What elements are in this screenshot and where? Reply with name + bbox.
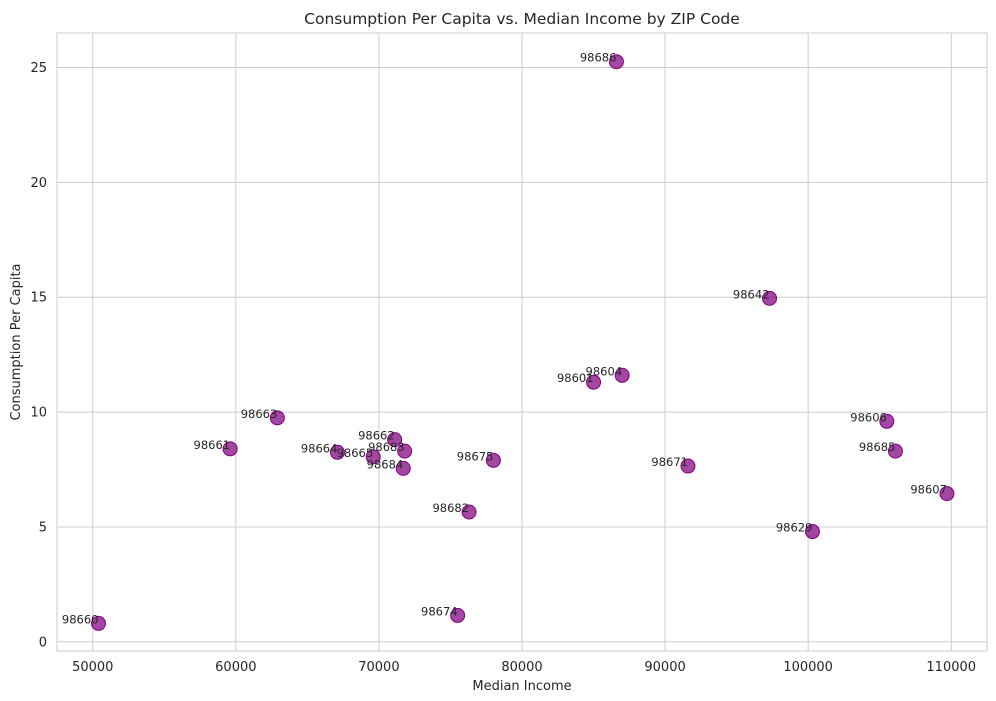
point-label: 98604 [586, 364, 623, 378]
point-label: 98662 [358, 429, 395, 443]
point-label: 98665 [337, 446, 374, 460]
point-label: 98674 [421, 604, 458, 618]
data-point [222, 441, 238, 457]
point-label: 98607 [910, 483, 947, 497]
data-point [762, 290, 778, 306]
point-label: 98686 [580, 51, 617, 65]
data-points [90, 54, 955, 631]
point-label: 98671 [651, 455, 688, 469]
data-point [485, 452, 501, 468]
data-point [395, 460, 411, 476]
point-label: 98642 [733, 287, 770, 301]
point-label: 98663 [241, 407, 278, 421]
y-tick-label: 5 [39, 520, 47, 535]
x-tick-label: 90000 [644, 660, 685, 675]
y-axis-label: Consumption Per Capita [9, 263, 24, 420]
data-point [804, 524, 820, 540]
data-point [365, 449, 381, 465]
point-label: 98683 [368, 440, 405, 454]
data-point [586, 374, 602, 390]
data-point [939, 486, 955, 502]
data-point [450, 607, 466, 623]
point-label: 98684 [367, 457, 404, 471]
y-tick-labels: 0 5 10 15 20 25 [30, 61, 47, 650]
point-label: 98629 [776, 521, 813, 535]
data-point [879, 413, 895, 429]
y-tick-label: 15 [30, 291, 47, 306]
data-point [387, 432, 403, 448]
chart-title: Consumption Per Capita vs. Median Income… [304, 10, 740, 28]
x-tick-label: 110000 [926, 660, 976, 675]
y-tick-label: 0 [39, 635, 47, 650]
data-point [90, 615, 106, 631]
point-label: 98660 [62, 612, 99, 626]
data-point [461, 504, 477, 520]
x-tick-labels: 50000 60000 70000 80000 90000 100000 110000 [72, 660, 976, 675]
data-point [329, 444, 345, 460]
x-tick-label: 100000 [783, 660, 833, 675]
data-point [269, 410, 285, 426]
x-tick-label: 80000 [501, 660, 542, 675]
data-point [397, 443, 413, 459]
point-label: 98682 [432, 501, 469, 515]
grid-lines [57, 33, 987, 651]
x-tick-label: 60000 [215, 660, 256, 675]
x-tick-label: 70000 [358, 660, 399, 675]
point-label: 98685 [859, 440, 896, 454]
point-label: 98601 [557, 371, 594, 385]
data-point [614, 367, 630, 383]
data-point [680, 458, 696, 474]
point-label: 98606 [850, 410, 887, 424]
x-axis-label: Median Income [472, 679, 571, 694]
data-point [887, 443, 903, 459]
data-point [608, 54, 624, 70]
y-tick-label: 20 [30, 176, 47, 191]
y-tick-label: 25 [30, 61, 47, 76]
point-label: 98661 [194, 438, 231, 452]
point-label: 98664 [301, 441, 338, 455]
plot-frame [56, 32, 988, 652]
y-tick-label: 10 [30, 406, 47, 421]
point-label: 98675 [457, 449, 494, 463]
x-tick-label: 50000 [72, 660, 113, 675]
